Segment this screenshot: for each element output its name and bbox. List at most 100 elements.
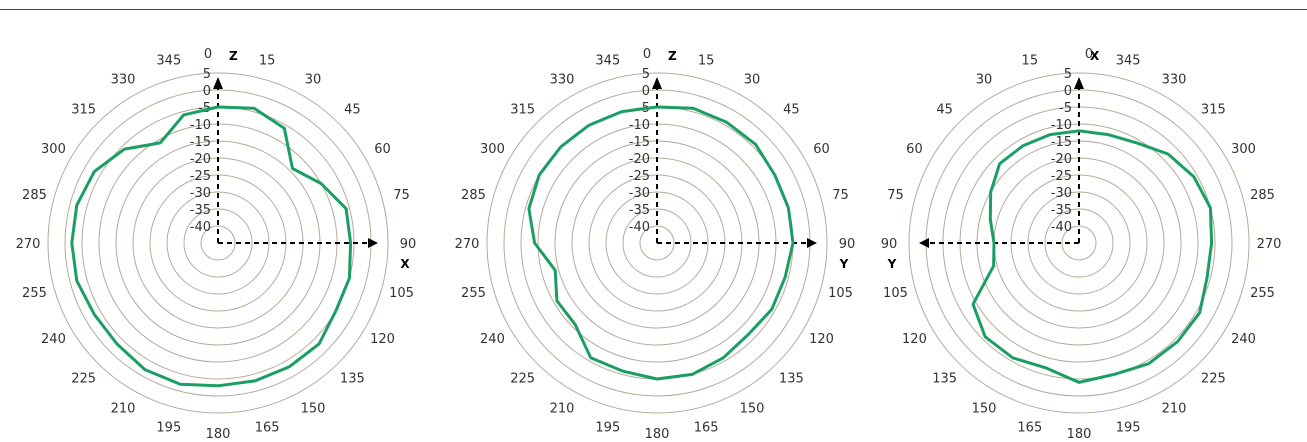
angle-tick-label: 285 — [22, 188, 47, 203]
angle-tick-label: 105 — [828, 286, 853, 301]
horizontal-axis-name: Y — [839, 257, 849, 271]
grid-ring — [47, 72, 389, 414]
radial-tick-label: 5 — [1064, 67, 1072, 82]
grid-ring — [1027, 191, 1131, 295]
grid-ring — [639, 225, 675, 261]
radial-tick-label: -30 — [1051, 186, 1072, 201]
angle-tick-label: 135 — [779, 371, 804, 386]
angle-tick-label: 60 — [906, 142, 923, 157]
grid-ring — [908, 72, 1250, 414]
radial-tick-label: -25 — [190, 169, 211, 184]
radial-tick-label: -25 — [1051, 169, 1072, 184]
angle-tick-label: 15 — [698, 53, 715, 68]
vertical-axis-name: Z — [668, 49, 677, 63]
angle-tick-label: 0 — [643, 47, 651, 62]
vertical-axis-arrow — [652, 77, 662, 89]
angle-tick-label: 345 — [156, 53, 181, 68]
angle-tick-label: 300 — [1231, 142, 1256, 157]
grid-ring — [1044, 208, 1114, 278]
radial-tick-label: -20 — [1051, 152, 1072, 167]
angle-tick-label: 270 — [1257, 237, 1282, 252]
angle-tick-label: 150 — [740, 402, 765, 417]
angle-tick-label: 90 — [400, 237, 417, 252]
horizontal-axis-name: Y — [887, 257, 897, 271]
angle-tick-label: 345 — [595, 53, 620, 68]
angle-tick-label: 180 — [645, 427, 670, 442]
radial-tick-label: -35 — [1051, 203, 1072, 218]
radial-tick-label: 0 — [642, 84, 650, 99]
angle-tick-label: 330 — [1162, 72, 1187, 87]
angle-tick-label: 315 — [510, 103, 535, 118]
angle-tick-label: 180 — [206, 427, 231, 442]
grid-ring — [166, 191, 270, 295]
angle-tick-label: 285 — [1250, 188, 1275, 203]
grid-ring — [183, 208, 253, 278]
radial-tick-label: -40 — [629, 220, 650, 235]
radial-tick-label: -10 — [1051, 118, 1072, 133]
angle-tick-label: 270 — [455, 237, 480, 252]
angle-tick-label: 30 — [744, 72, 761, 87]
vertical-axis-arrow — [213, 77, 223, 89]
radial-tick-label: -5 — [1059, 101, 1072, 116]
angle-tick-label: 30 — [305, 72, 322, 87]
vertical-axis-name: X — [1090, 49, 1100, 63]
angle-tick-label: 210 — [111, 402, 136, 417]
angle-tick-label: 195 — [156, 421, 181, 436]
angle-tick-label: 135 — [340, 371, 365, 386]
angle-tick-label: 210 — [1162, 402, 1187, 417]
angle-tick-label: 180 — [1067, 427, 1092, 442]
angle-tick-label: 15 — [1022, 53, 1039, 68]
angle-tick-label: 345 — [1116, 53, 1141, 68]
angle-tick-label: 225 — [71, 371, 96, 386]
angle-tick-label: 0 — [1085, 47, 1093, 62]
horizontal-axis-name: X — [400, 257, 410, 271]
angle-tick-label: 195 — [595, 421, 620, 436]
radial-tick-label: 0 — [1064, 84, 1072, 99]
radial-tick-label: -40 — [190, 220, 211, 235]
top-divider — [0, 9, 1307, 10]
angle-tick-label: 0 — [204, 47, 212, 62]
angle-tick-label: 120 — [809, 332, 834, 347]
radial-tick-label: -30 — [629, 186, 650, 201]
angle-tick-label: 210 — [550, 402, 575, 417]
angle-tick-label: 105 — [389, 286, 414, 301]
radial-tick-label: -10 — [190, 118, 211, 133]
horizontal-axis-arrow — [368, 238, 378, 248]
radial-tick-label: -40 — [1051, 220, 1072, 235]
angle-tick-label: 45 — [344, 103, 361, 118]
angle-tick-label: 330 — [111, 72, 136, 87]
horizontal-axis-arrow — [919, 238, 929, 248]
angle-tick-label: 225 — [1201, 371, 1226, 386]
angle-tick-label: 240 — [41, 332, 66, 347]
angle-tick-label: 60 — [374, 142, 391, 157]
grid-ring — [200, 225, 236, 261]
angle-tick-label: 90 — [839, 237, 856, 252]
radial-tick-label: -15 — [1051, 135, 1072, 150]
angle-tick-label: 300 — [480, 142, 505, 157]
angle-tick-label: 105 — [883, 286, 908, 301]
angle-tick-label: 60 — [813, 142, 830, 157]
angle-tick-label: 75 — [887, 188, 904, 203]
radial-tick-label: -25 — [629, 169, 650, 184]
angle-tick-label: 255 — [461, 286, 486, 301]
angle-tick-label: 90 — [881, 237, 898, 252]
angle-tick-label: 135 — [932, 371, 957, 386]
angle-tick-label: 45 — [936, 103, 953, 118]
radial-tick-label: -35 — [190, 203, 211, 218]
radial-tick-label: -15 — [190, 135, 211, 150]
horizontal-axis-arrow — [807, 238, 817, 248]
angle-tick-label: 120 — [902, 332, 927, 347]
radial-tick-label: 0 — [203, 84, 211, 99]
angle-tick-label: 270 — [16, 237, 41, 252]
grid-ring — [622, 208, 692, 278]
angle-tick-label: 75 — [393, 188, 410, 203]
angle-tick-label: 285 — [461, 188, 486, 203]
angle-tick-label: 315 — [1201, 103, 1226, 118]
grid-ring — [486, 72, 828, 414]
angle-tick-label: 255 — [22, 286, 47, 301]
grid-ring — [1061, 225, 1097, 261]
grid-ring — [605, 191, 709, 295]
angle-tick-label: 150 — [301, 402, 326, 417]
